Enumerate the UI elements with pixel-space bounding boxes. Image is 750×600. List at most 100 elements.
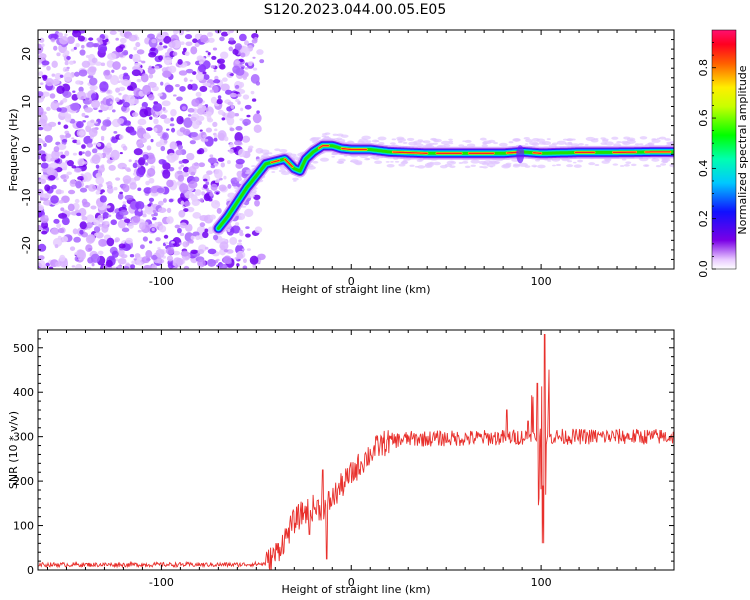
noise-speckle-blob [126, 85, 134, 91]
noise-speckle-blob [190, 46, 198, 55]
noise-speckle-blob [185, 68, 194, 74]
noise-speckle-blob [250, 73, 260, 84]
ridge-halo-speckle [556, 140, 567, 145]
noise-speckle-blob [74, 71, 80, 77]
ridge-halo-speckle [651, 158, 660, 162]
ridge-halo-speckle [594, 163, 600, 167]
noise-speckle-blob [163, 36, 172, 44]
ridge-halo-speckle [432, 161, 441, 166]
noise-speckle-blob [126, 168, 132, 173]
noise-speckle-blob [157, 207, 167, 213]
noise-speckle-blob [71, 137, 75, 140]
noise-speckle-blob [203, 74, 210, 81]
noise-speckle-blob [136, 140, 144, 149]
noise-speckle-blob [131, 112, 139, 118]
colorbar-frame [711, 29, 737, 270]
noise-speckle-blob [236, 176, 242, 182]
noise-speckle-blob [175, 149, 183, 156]
noise-speckle-blob [216, 58, 225, 64]
noise-speckle-blob [180, 200, 185, 206]
noise-speckle-blob [142, 236, 148, 242]
ridge-halo-speckle [424, 162, 434, 167]
ridge-halo-speckle [655, 165, 662, 168]
noise-speckle-blob [79, 187, 88, 193]
noise-speckle-blob [234, 60, 241, 65]
ridge-halo-speckle [397, 138, 407, 142]
ridge-halo-speckle [251, 165, 256, 168]
noise-speckle-blob [182, 241, 189, 248]
noise-speckle-blob [38, 212, 42, 215]
noise-speckle-blob [128, 54, 134, 60]
noise-speckle-blob [81, 151, 85, 155]
noise-speckle-blob [50, 228, 60, 235]
noise-speckle-blob [48, 33, 58, 40]
noise-speckle-blob [256, 49, 264, 55]
noise-speckle-blob [252, 264, 257, 269]
noise-speckle-blob [73, 167, 82, 173]
noise-speckle-blob [97, 250, 104, 255]
noise-speckle-blob [239, 118, 244, 121]
ridge-halo-speckle [245, 171, 250, 175]
noise-speckle-blob [54, 261, 62, 267]
noise-speckle-blob [70, 48, 75, 52]
noise-speckle-blob [229, 142, 234, 148]
noise-speckle-blob [211, 199, 221, 209]
ridge-halo-speckle [513, 163, 520, 167]
noise-speckle-blob [66, 160, 75, 167]
noise-speckle-blob [105, 38, 109, 43]
noise-speckle-blob [59, 74, 64, 78]
noise-speckle-blob [84, 150, 92, 157]
noise-speckle-blob [151, 38, 157, 44]
noise-speckle-blob [185, 41, 193, 47]
noise-speckle-blob [242, 94, 250, 100]
noise-speckle-blob [212, 121, 218, 127]
noise-speckle-blob [38, 155, 41, 160]
y-tick-label: 0 [20, 146, 33, 153]
noise-speckle-blob [197, 259, 206, 268]
noise-speckle-blob [227, 101, 234, 106]
noise-speckle-blob [229, 148, 234, 154]
noise-speckle-blob [213, 134, 218, 139]
ridge-halo-speckle [666, 141, 673, 145]
ridge-halo-speckle [551, 142, 559, 146]
x-tick-label: 0 [348, 576, 355, 589]
noise-speckle-blob [154, 65, 160, 70]
noise-speckle-blob [138, 208, 142, 212]
noise-speckle-blob [98, 109, 103, 113]
noise-speckle-blob [199, 85, 208, 93]
noise-speckle-blob [246, 114, 251, 118]
noise-speckle-blob [38, 260, 46, 268]
noise-speckle-blob [190, 83, 198, 91]
noise-speckle-blob [168, 167, 175, 172]
noise-speckle-blob [39, 197, 43, 201]
ridge-halo-speckle [440, 140, 451, 145]
noise-speckle-blob [53, 218, 60, 224]
noise-speckle-blob [229, 236, 238, 245]
noise-speckle-blob [249, 255, 259, 265]
noise-speckle-blob [234, 84, 240, 89]
noise-speckle-blob [86, 142, 94, 148]
noise-speckle-blob [213, 234, 219, 241]
noise-speckle-blob [56, 222, 61, 229]
noise-speckle-blob [173, 30, 179, 35]
noise-speckle-blob [101, 224, 109, 233]
noise-speckle-blob [38, 143, 42, 151]
noise-speckle-blob [209, 192, 214, 197]
noise-speckle-blob [183, 201, 191, 207]
noise-speckle-blob [199, 129, 203, 132]
noise-speckle-blob [41, 230, 48, 235]
ridge-halo-speckle [482, 166, 488, 169]
noise-speckle-blob [118, 92, 122, 96]
noise-speckle-blob [117, 193, 124, 200]
noise-speckle-blob [70, 102, 80, 111]
noise-speckle-blob [156, 258, 165, 264]
noise-speckle-blob [195, 235, 201, 241]
noise-speckle-blob [64, 61, 69, 66]
noise-speckle-blob [163, 117, 171, 124]
noise-speckle-blob [109, 75, 120, 86]
noise-speckle-blob [59, 254, 66, 262]
ridge-halo-speckle [391, 138, 397, 141]
x-tick-label: 100 [531, 275, 552, 288]
noise-speckle-blob [93, 142, 97, 146]
noise-speckle-blob [39, 193, 46, 198]
